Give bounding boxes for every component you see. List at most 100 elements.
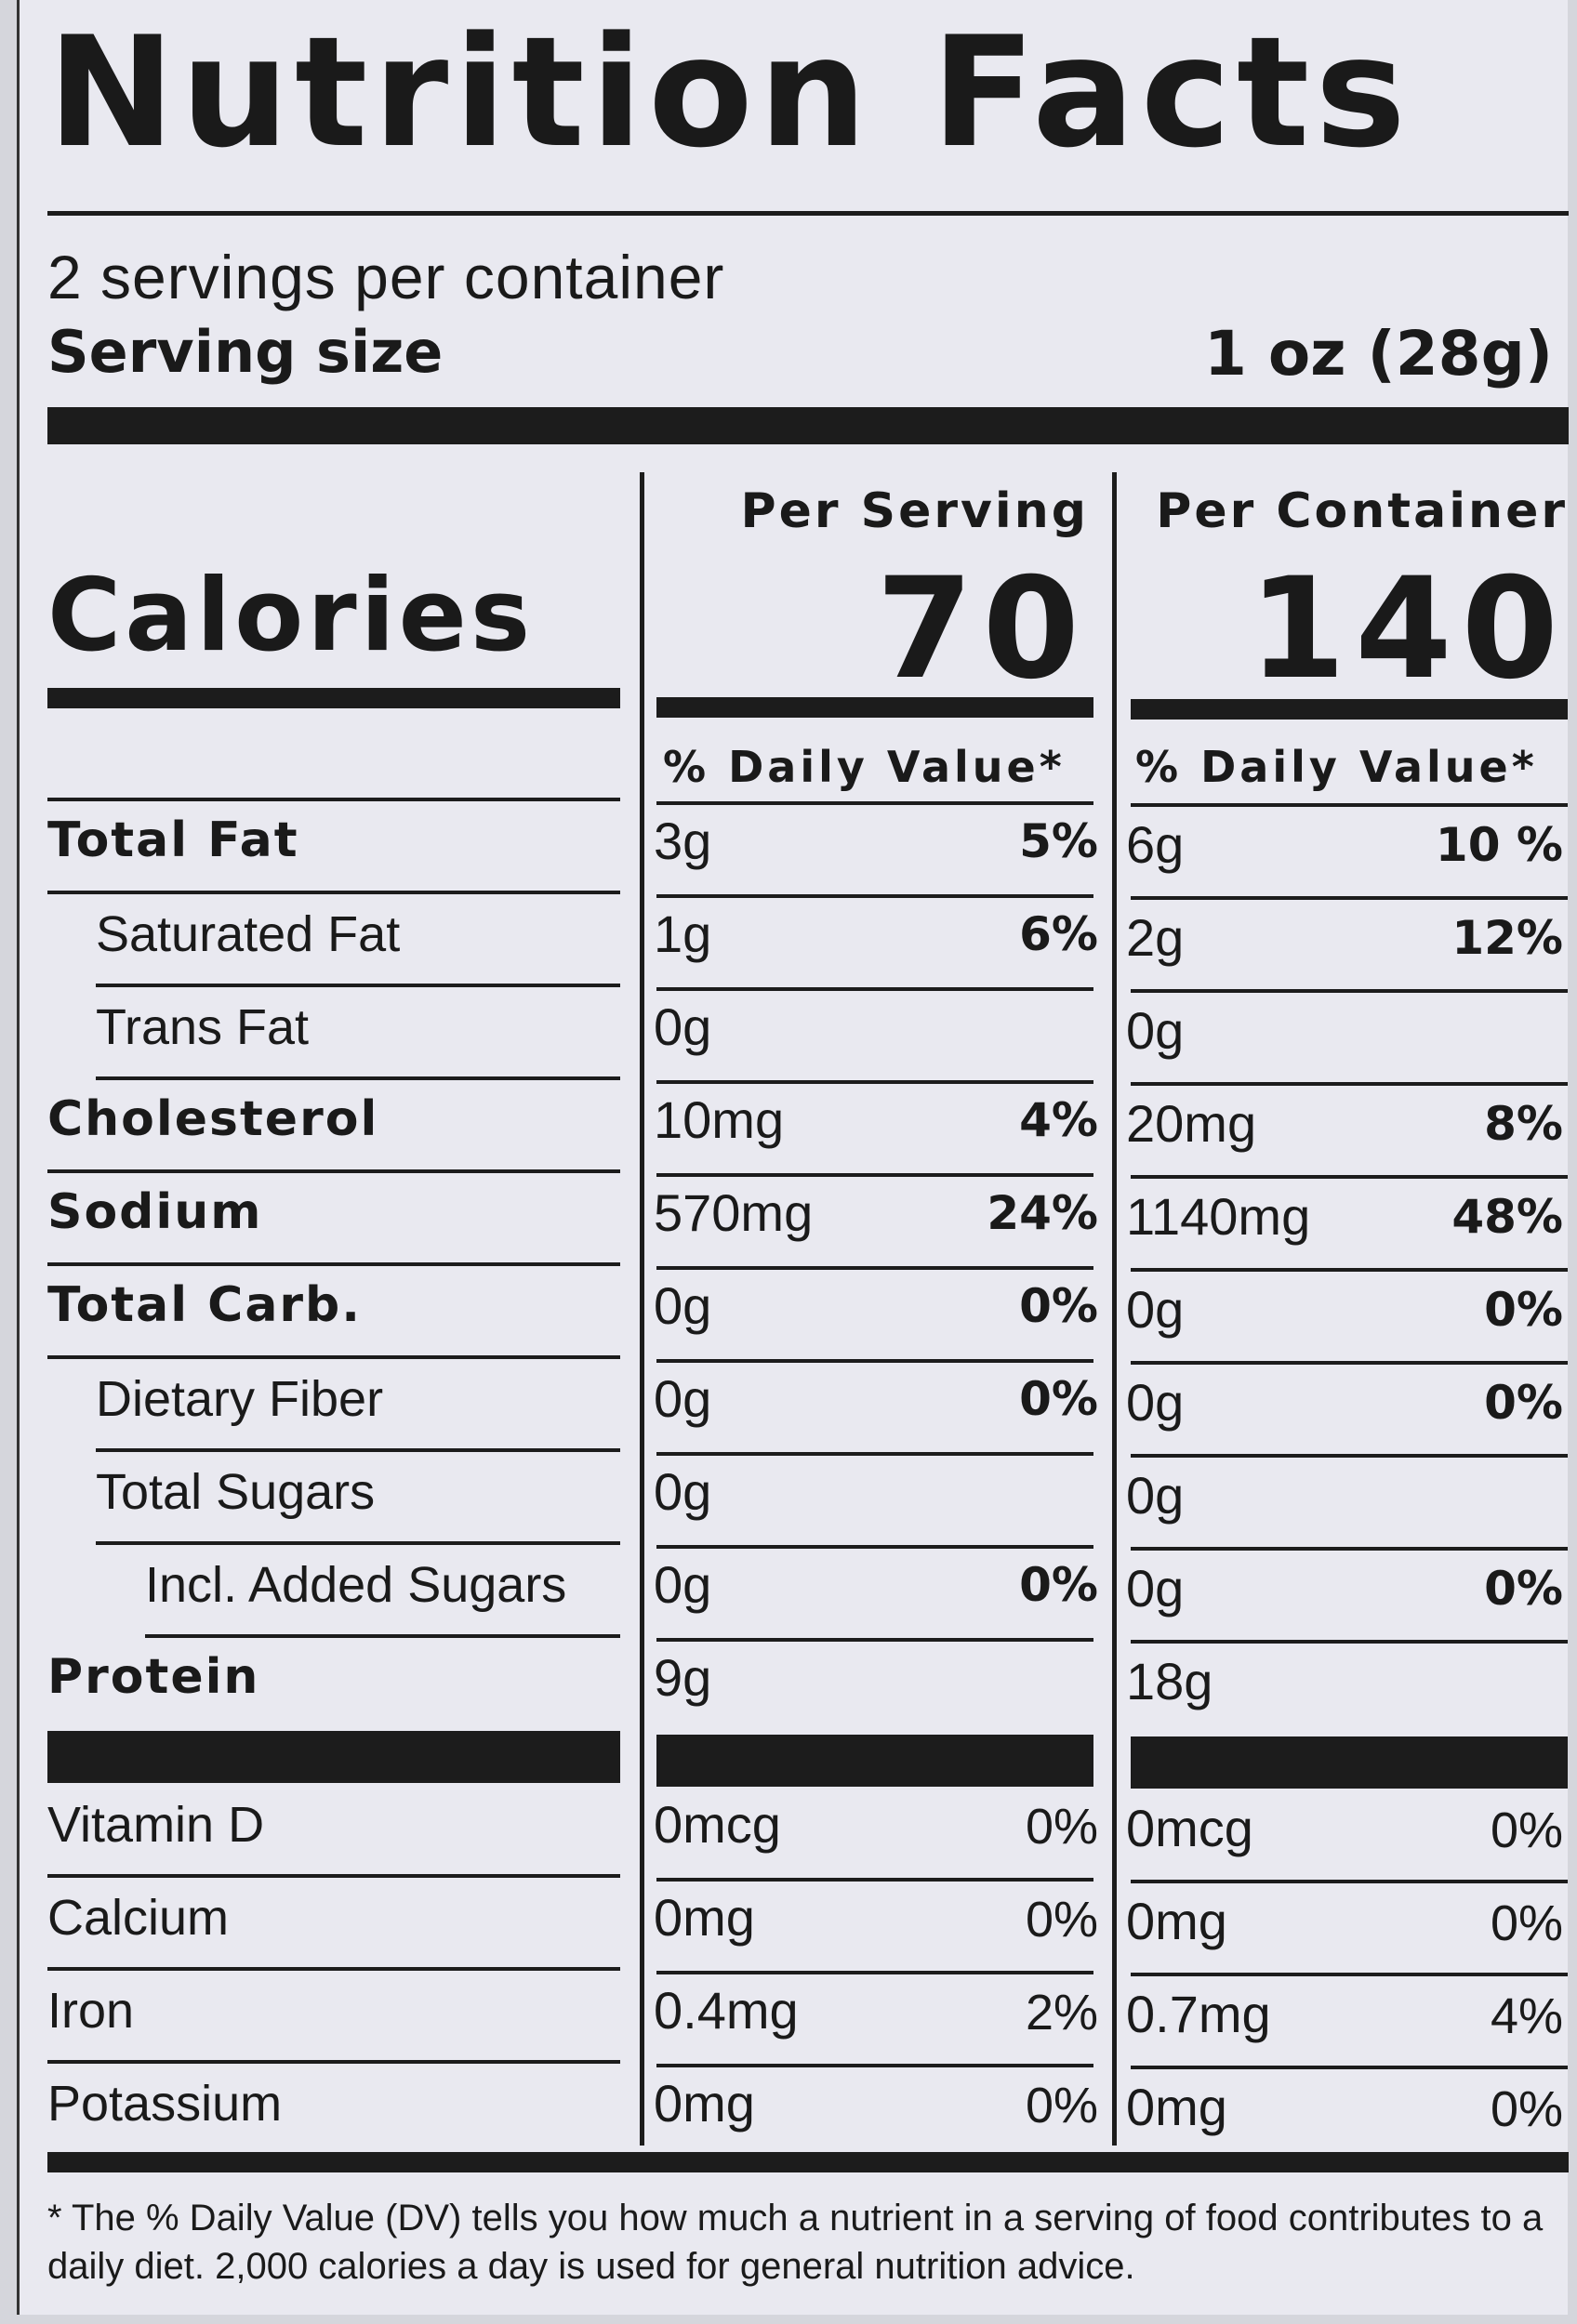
row-rule — [47, 1262, 620, 1266]
thick-rule-top — [47, 407, 1569, 444]
container-daily-value: 10 % — [1435, 818, 1563, 872]
thick-rule-bottom — [47, 2152, 1569, 2172]
calories-rule-right — [1131, 699, 1568, 720]
nutrient-name: Protein — [47, 1649, 260, 1705]
vitamin-row: Calcium 0mg 0% 0mg 0% — [20, 1878, 1570, 1971]
nutrition-label: Nutrition Facts 2 servings per container… — [17, 0, 1570, 2315]
row-rule — [1131, 1880, 1568, 1883]
row-rule — [47, 2060, 620, 2064]
row-rule — [47, 891, 620, 894]
serving-amount: 0g — [654, 997, 712, 1056]
calories-rule-left — [47, 688, 620, 708]
serving-amount: 0.4mg — [654, 1981, 799, 2040]
nutrient-name: Calcium — [47, 1890, 230, 1946]
nutrient-name: Dietary Fiber — [96, 1371, 384, 1427]
calories-label: Calories — [47, 558, 535, 674]
nutrient-name: Vitamin D — [47, 1797, 265, 1853]
container-amount: 0g — [1126, 1001, 1185, 1060]
serving-amount: 0g — [654, 1555, 712, 1614]
serving-amount: 0g — [654, 1462, 712, 1521]
serving-size-label: Serving size — [47, 318, 444, 386]
nutrient-name: Total Fat — [47, 812, 299, 868]
row-rule — [1131, 1175, 1568, 1179]
nutrient-row: Trans Fat 0g 0g — [20, 987, 1570, 1080]
row-rule — [656, 1971, 1093, 1974]
column-divider-2 — [1112, 472, 1117, 2146]
nutrient-name: Trans Fat — [96, 999, 310, 1055]
container-daily-value: 0% — [1484, 1283, 1563, 1337]
row-rule — [656, 987, 1093, 991]
row-rule — [47, 1967, 620, 1971]
serving-size-value: 1 oz (28g) — [1203, 318, 1553, 390]
container-amount: 6g — [1126, 815, 1185, 874]
row-rule — [1131, 1268, 1568, 1272]
serving-amount: 9g — [654, 1648, 712, 1707]
row-rule — [96, 984, 620, 987]
nutrient-row: Total Carb. 0g 0% 0g 0% — [20, 1266, 1570, 1359]
serving-amount: 0mg — [654, 1888, 755, 1947]
row-rule — [656, 1080, 1093, 1084]
row-rule — [656, 1173, 1093, 1177]
container-amount: 0mcg — [1126, 1799, 1253, 1857]
row-rule — [1131, 2066, 1568, 2069]
serving-amount: 0g — [654, 1369, 712, 1428]
row-rule — [1131, 989, 1568, 993]
nutrient-name: Saturated Fat — [96, 906, 401, 962]
serving-daily-value: 0% — [1019, 1279, 1098, 1333]
dv-rule-right — [1131, 803, 1568, 807]
vitamin-row: Iron 0.4mg 2% 0.7mg 4% — [20, 1971, 1570, 2064]
container-amount: 1140mg — [1126, 1187, 1311, 1246]
serving-amount: 0g — [654, 1276, 712, 1335]
row-rule — [47, 1169, 620, 1173]
container-daily-value: 0% — [1484, 1562, 1563, 1616]
nutrient-name: Cholesterol — [47, 1091, 379, 1147]
row-rule — [656, 1545, 1093, 1549]
row-rule — [145, 1634, 620, 1638]
row-rule — [1131, 1454, 1568, 1458]
serving-daily-value: 0% — [1025, 1799, 1098, 1855]
serving-amount: 10mg — [654, 1090, 785, 1149]
row-rule — [656, 2064, 1093, 2067]
dv-rule-mid — [656, 801, 1093, 805]
vitamin-row: Vitamin D 0mcg 0% 0mcg 0% — [20, 1785, 1570, 1878]
serving-amount: 0mcg — [654, 1795, 781, 1854]
row-rule — [1131, 1547, 1568, 1551]
nutrient-name: Total Carb. — [47, 1277, 363, 1333]
serving-amount: 0mg — [654, 2074, 755, 2133]
row-rule — [96, 1448, 620, 1452]
thick-rule-protein-left — [47, 1731, 620, 1783]
container-amount: 18g — [1126, 1652, 1213, 1710]
serving-daily-value: 5% — [1019, 814, 1098, 868]
container-amount: 0g — [1126, 1466, 1185, 1525]
per-serving-header: Per Serving — [740, 483, 1089, 539]
container-daily-value: 0% — [1484, 1376, 1563, 1430]
row-rule — [656, 894, 1093, 898]
row-rule — [656, 1878, 1093, 1882]
nutrient-row: Cholesterol 10mg 4% 20mg 8% — [20, 1080, 1570, 1173]
nutrient-name: Incl. Added Sugars — [145, 1557, 567, 1613]
container-daily-value: 4% — [1490, 1988, 1563, 2044]
row-rule — [96, 1541, 620, 1545]
nutrient-name: Sodium — [47, 1184, 263, 1240]
row-rule — [656, 1266, 1093, 1270]
calories-per-container: 140 — [1248, 548, 1568, 710]
servings-per-container: 2 servings per container — [47, 243, 725, 311]
container-amount: 0g — [1126, 1559, 1185, 1618]
serving-daily-value: 0% — [1019, 1372, 1098, 1426]
serving-amount: 3g — [654, 812, 712, 870]
dv-header-container: % Daily Value* — [1135, 742, 1538, 792]
container-daily-value: 0% — [1490, 1802, 1563, 1858]
container-amount: 2g — [1126, 908, 1185, 967]
serving-daily-value: 6% — [1019, 907, 1098, 961]
row-rule — [1131, 1973, 1568, 1976]
serving-daily-value: 0% — [1025, 2078, 1098, 2133]
container-daily-value: 0% — [1490, 2081, 1563, 2137]
row-rule — [1131, 1082, 1568, 1086]
serving-daily-value: 24% — [987, 1186, 1098, 1240]
nutrient-name: Iron — [47, 1983, 135, 2039]
row-rule — [1131, 896, 1568, 900]
calories-per-serving: 70 — [876, 548, 1089, 710]
row-rule — [1131, 1361, 1568, 1365]
container-amount: 0mg — [1126, 1892, 1227, 1950]
container-daily-value: 48% — [1451, 1190, 1563, 1244]
